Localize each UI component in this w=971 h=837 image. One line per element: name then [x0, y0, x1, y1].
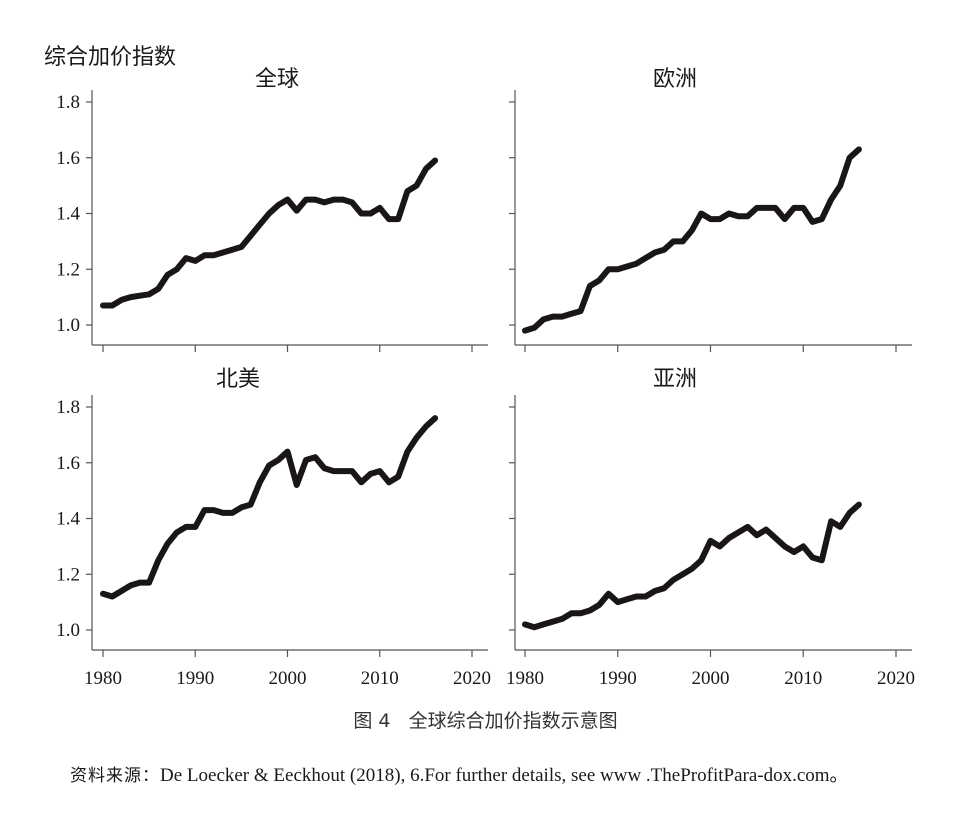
series-line [100, 415, 439, 600]
x-tick-label: 2010 [784, 668, 822, 689]
chart-panel-2: 欧洲 [509, 67, 912, 352]
panel-title: 亚洲 [653, 367, 697, 392]
x-tick-label: 1980 [506, 668, 544, 689]
y-tick-label: 1.0 [56, 315, 80, 336]
x-tick-label: 2010 [361, 668, 399, 689]
source-text: De Loecker & Eeckhout (2018), 6.For furt… [160, 765, 849, 786]
y-tick-label: 1.4 [56, 204, 80, 225]
chart-panel-3: 北美 1.8 1.6 1.4 1.2 1.0 1980 1990 2000 2010 2020 [56, 367, 491, 689]
series-line [522, 501, 862, 631]
y-axis-label: 综合加价指数 [44, 45, 176, 70]
y-tick-label: 1.8 [56, 92, 80, 113]
y-tick-label: 1.2 [56, 259, 80, 280]
series-line [100, 157, 439, 309]
x-tick-label: 2000 [692, 668, 730, 689]
x-tick-label: 2020 [453, 668, 491, 689]
chart-panel-1: 全球 1.8 1.6 1.4 1.2 1.0 [56, 67, 488, 352]
chart-panel-4: 亚洲 1980 1990 2000 2010 2020 [506, 367, 915, 689]
x-tick-label: 1990 [599, 668, 637, 689]
y-tick-label: 1.8 [56, 397, 80, 418]
panel-title: 北美 [216, 367, 260, 392]
series-line [522, 146, 862, 334]
y-tick-label: 1.0 [56, 620, 80, 641]
y-tick-label: 1.6 [56, 453, 80, 474]
figure-caption: 图 4 全球综合加价指数示意图 [0, 706, 971, 733]
figure-number: 图 4 [353, 710, 391, 732]
x-tick-label: 2000 [269, 668, 307, 689]
y-tick-label: 1.2 [56, 564, 80, 585]
x-tick-label: 1980 [84, 668, 122, 689]
figure-caption-text: 全球综合加价指数示意图 [408, 710, 618, 732]
y-tick-label: 1.6 [56, 148, 80, 169]
y-tick-label: 1.4 [56, 509, 80, 530]
x-tick-label: 1990 [176, 668, 214, 689]
source-note: 资料来源：De Loecker & Eeckhout (2018), 6.For… [20, 756, 950, 796]
panel-title: 欧洲 [653, 67, 697, 92]
x-tick-label: 2020 [877, 668, 915, 689]
source-prefix: 资料来源： [70, 766, 160, 786]
panel-title: 全球 [255, 67, 299, 92]
